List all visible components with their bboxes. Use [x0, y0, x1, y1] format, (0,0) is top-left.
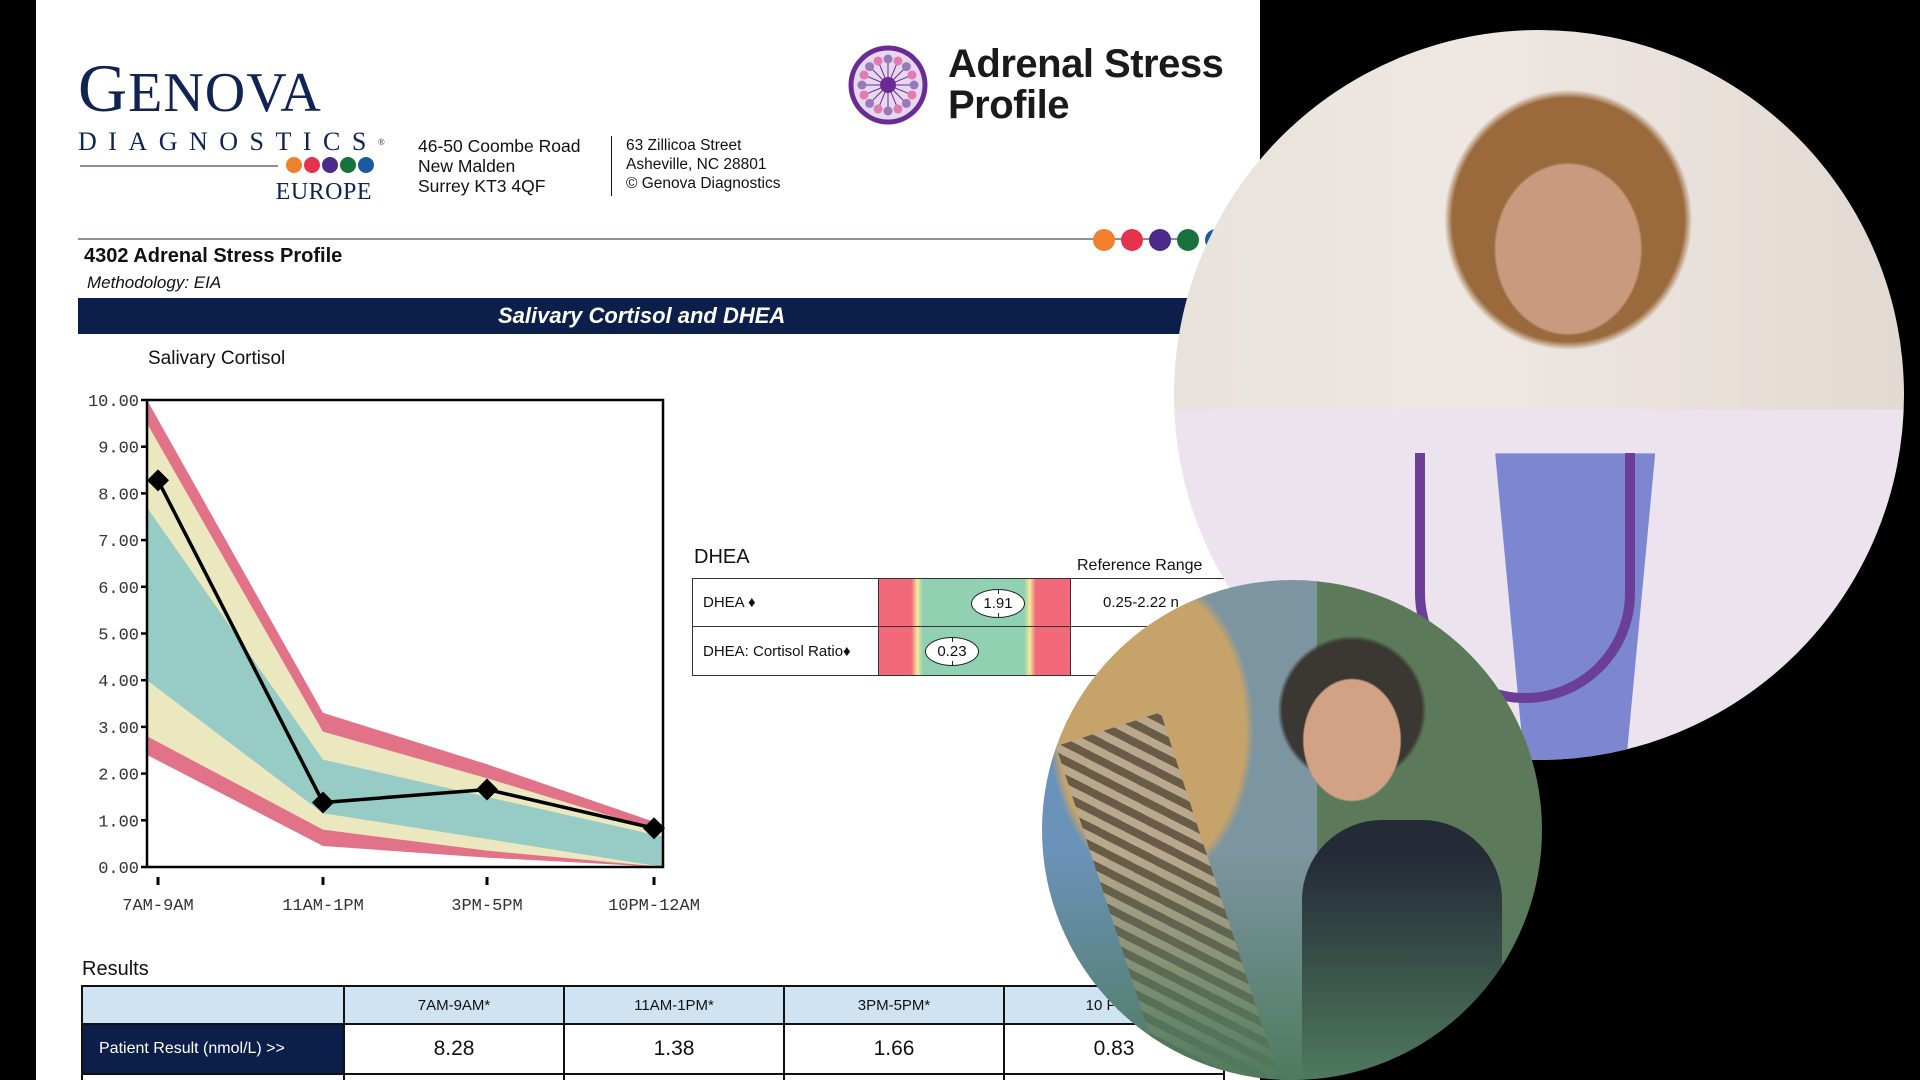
methodology: Methodology: EIA [87, 273, 222, 292]
color-dot [286, 157, 302, 173]
header-divider [78, 238, 1178, 240]
genova-subtitle: DIAGNOSTICS® [78, 127, 385, 156]
dhea-ratio-value-marker: 0.23 [924, 637, 979, 666]
x-tick-label: 10PM-12AM [608, 897, 700, 915]
address-line: 46-50 Coombe Road [418, 136, 581, 156]
color-dot [304, 157, 320, 173]
results-header-cell: 3PM-5PM* [783, 985, 1005, 1025]
results-value-cell: 1.66 [783, 1023, 1005, 1075]
data-point-diamond-icon [643, 817, 665, 840]
color-dot [340, 157, 356, 173]
dhea-ratio-label: DHEA: Cortisol Ratio♦ [693, 627, 879, 675]
dhea-row: DHEA ♦ 1.91 0.25-2.22 n [692, 578, 1252, 627]
x-tick-label: 3PM-5PM [451, 897, 522, 915]
stethoscope-shape [1414, 453, 1635, 704]
results-value-cell: 8.28 [343, 1023, 565, 1075]
copyright-line: © Genova Diagnostics [626, 175, 781, 192]
section-banner: Salivary Cortisol and DHEA [78, 298, 1238, 334]
dhea-value-marker: 1.91 [971, 589, 1026, 618]
address-us: 63 Zillicoa Street Asheville, NC 28801 ©… [611, 136, 780, 196]
color-dot [1149, 229, 1171, 251]
reference-band-optimal [147, 507, 663, 867]
results-title: Results [82, 958, 149, 980]
y-tick-label: 4.00 [98, 673, 139, 692]
results-header-cell [81, 985, 345, 1025]
y-tick-label: 1.00 [98, 813, 139, 832]
color-dot [1121, 229, 1143, 251]
dhea-ratio-row: DHEA: Cortisol Ratio♦ 0.23 [692, 627, 1252, 676]
y-tick-label: 8.00 [98, 486, 139, 505]
address-line: Surrey KT3 4QF [418, 176, 546, 196]
dhea-range-bar: 1.91 [879, 579, 1071, 626]
dhea-ratio-range-bar: 0.23 [879, 627, 1071, 675]
genova-logo: GENOVA DIAGNOSTICS® EUROPE [78, 50, 385, 206]
data-point-diamond-icon [147, 469, 169, 492]
y-tick-label: 6.00 [98, 580, 139, 599]
y-tick-label: 10.00 [88, 393, 139, 412]
results-header-cell: 7AM-9AM* [343, 985, 565, 1025]
dhea-reference: 0.25-2.22 n [1103, 594, 1179, 611]
results-row-label: Patient Result (nmol/L) >> [81, 1023, 345, 1075]
reference-range-header: Reference Range [1077, 557, 1203, 574]
genova-wordmark: GENOVA [78, 50, 322, 126]
genova-dot-rule [78, 157, 378, 175]
y-tick-label: 5.00 [98, 627, 139, 646]
y-tick-label: 9.00 [98, 440, 139, 459]
product-logo: Adrenal Stress Profile [848, 42, 1224, 127]
address-uk: 46-50 Coombe Road New Malden Surrey KT3 … [418, 136, 580, 196]
product-title: Adrenal Stress Profile [948, 42, 1224, 127]
results-header-cell: 11AM-1PM* [563, 985, 785, 1025]
y-tick-label: 2.00 [98, 767, 139, 786]
y-tick-label: 3.00 [98, 720, 139, 739]
y-tick-label: 0.00 [98, 860, 139, 879]
address-line: New Malden [418, 156, 516, 176]
color-dot [322, 157, 338, 173]
color-dot [1093, 229, 1115, 251]
data-point-diamond-icon [476, 778, 498, 801]
dhea-title: DHEA [694, 546, 750, 568]
x-tick-label: 11AM-1PM [282, 897, 364, 915]
address-line: 63 Zillicoa Street [626, 137, 742, 154]
doctor-photo [1174, 30, 1904, 760]
test-title: 4302 Adrenal Stress Profile [84, 245, 343, 267]
y-tick-label: 7.00 [98, 533, 139, 552]
color-dot [1177, 229, 1199, 251]
address-line: Asheville, NC 28801 [626, 156, 767, 173]
report-document: GENOVA DIAGNOSTICS® EUROPE 46-50 Coombe … [36, 0, 1260, 1080]
x-tick-label: 7AM-9AM [122, 897, 193, 915]
patient-result-line [156, 479, 655, 830]
dhea-table: DHEA ♦ 1.91 0.25-2.22 n DHEA: Cortisol R… [692, 578, 1252, 676]
women-laughing-photo [1042, 580, 1542, 1080]
results-value-cell: 1.38 [563, 1023, 785, 1075]
color-dot [358, 157, 374, 173]
data-point-diamond-icon [312, 791, 334, 814]
adrenal-emblem-icon [848, 45, 928, 125]
genova-region: EUROPE [275, 179, 372, 205]
dhea-label: DHEA ♦ [693, 579, 879, 626]
cortisol-chart: 0.00 1.00 2.00 3.00 4.00 5.00 6.00 7.00 8.00 9.00… [72, 385, 792, 916]
results-value-row: Patient Result (nmol/L) >> 8.28 1.38 1.6… [81, 1023, 1225, 1075]
chart-title: Salivary Cortisol [148, 348, 286, 369]
